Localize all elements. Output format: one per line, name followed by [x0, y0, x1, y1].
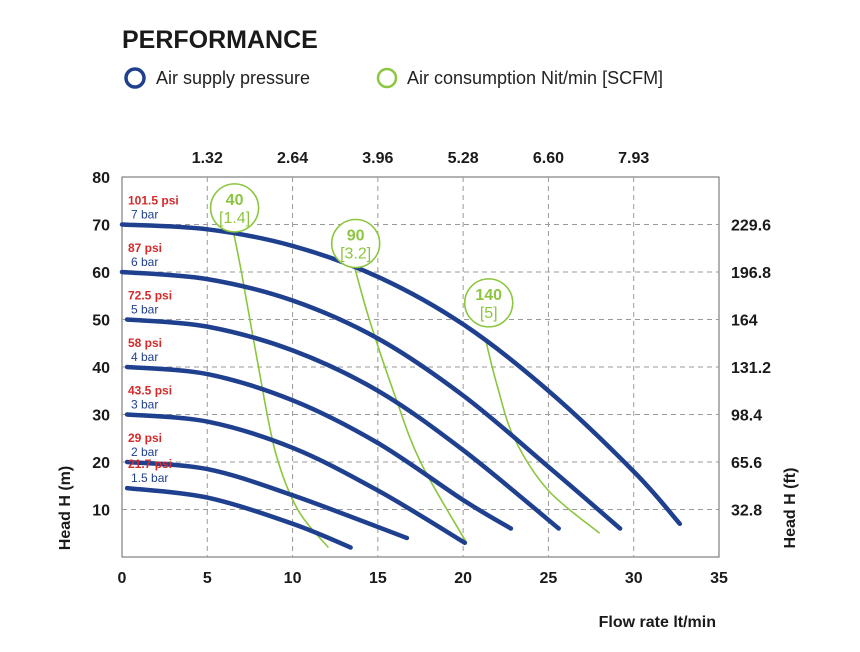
legend-consumption-label: Air consumption Nit/min [SCFM] [407, 68, 663, 88]
pressure-curves [119, 222, 683, 550]
y-tick-label: 70 [92, 218, 110, 235]
y-axis-ticks: 10 20 30 40 50 60 70 80 [92, 170, 110, 520]
air-consumption-labels: 40[1.4] 90[3.2] 140[5] [209, 183, 514, 328]
air-consumption-bubble [330, 218, 381, 269]
y-tick-label: 40 [92, 360, 110, 377]
x-axis-ticks: 0 5 10 15 20 25 30 35 [118, 570, 728, 587]
y-tick-label: 80 [92, 170, 110, 187]
top-tick-label: 5.28 [448, 150, 479, 167]
air-consumption-scfm: [1.4] [219, 210, 250, 227]
right-tick-label: 196.8 [731, 265, 771, 282]
top-axis-ticks: 1.32 2.64 3.96 5.28 6.60 7.93 [192, 150, 650, 167]
right-tick-label: 32.8 [731, 503, 762, 520]
air-consumption-line-40 [232, 229, 330, 549]
top-tick-label: 1.32 [192, 150, 223, 167]
y-axis-title: Head H (m) [57, 466, 74, 550]
air-consumption-value: 140 [475, 287, 502, 304]
x-tick-label: 35 [710, 570, 728, 587]
air-consumption-bubble [209, 183, 260, 233]
x-axis-title: Flow rate lt/min [599, 614, 716, 631]
pressure-bar-label: 4 bar [131, 350, 158, 364]
legend-pressure-label: Air supply pressure [156, 68, 310, 88]
pressure-psi-label: 43.5 psi [128, 384, 172, 398]
x-tick-label: 25 [540, 570, 558, 587]
right-tick-label: 131.2 [731, 360, 771, 377]
pressure-curve-6-bar [119, 269, 623, 531]
x-tick-label: 20 [454, 570, 472, 587]
chart-title: PERFORMANCE [122, 26, 318, 54]
pressure-bar-label: 3 bar [131, 398, 158, 412]
pressure-curve-7-bar [119, 222, 683, 527]
air-consumption-bubble [463, 278, 514, 328]
pressure-bar-label: 1.5 bar [131, 471, 168, 485]
top-tick-label: 3.96 [362, 150, 393, 167]
x-tick-label: 10 [284, 570, 302, 587]
top-tick-label: 2.64 [277, 150, 308, 167]
legend-consumption-marker [376, 67, 398, 89]
x-tick-label: 15 [369, 570, 387, 587]
air-consumption-value: 40 [226, 192, 244, 209]
air-consumption-scfm: [5] [480, 305, 498, 322]
pressure-bar-label: 5 bar [131, 303, 158, 317]
pressure-psi-label: 72.5 psi [128, 289, 172, 303]
y2-axis-title: Head H (ft) [782, 468, 799, 549]
y-tick-label: 30 [92, 408, 110, 425]
pressure-curve-5-bar [124, 317, 561, 531]
right-tick-label: 229.6 [731, 218, 771, 235]
right-tick-label: 98.4 [731, 408, 762, 425]
legend-pressure-marker [124, 67, 146, 89]
pressure-psi-label: 29 psi [128, 431, 162, 445]
pressure-psi-label: 21.7 psi [128, 457, 172, 471]
y-tick-label: 50 [92, 313, 110, 330]
legend: Air supply pressure Air consumption Nit/… [124, 67, 663, 89]
pressure-bar-label: 6 bar [131, 255, 158, 269]
air-consumption-scfm: [3.2] [340, 246, 371, 263]
right-tick-label: 65.6 [731, 455, 762, 472]
y-tick-label: 10 [92, 503, 110, 520]
x-tick-label: 30 [625, 570, 643, 587]
y-tick-label: 60 [92, 265, 110, 282]
pressure-curve-4-bar [124, 364, 514, 531]
x-tick-label: 0 [118, 570, 127, 587]
top-tick-label: 6.60 [533, 150, 564, 167]
top-tick-label: 7.93 [618, 150, 649, 167]
air-consumption-line-90 [353, 264, 468, 544]
right-axis-ticks: 32.8 65.6 98.4 131.2 164 196.8 229.6 [731, 218, 771, 520]
pressure-curve-3-bar [124, 412, 468, 546]
x-tick-label: 5 [203, 570, 212, 587]
right-tick-label: 164 [731, 313, 758, 330]
pressure-curve-1-5-bar [124, 485, 353, 550]
y-tick-label: 20 [92, 455, 110, 472]
pressure-psi-label: 87 psi [128, 241, 162, 255]
pressure-psi-label: 58 psi [128, 336, 162, 350]
air-consumption-line-140 [484, 338, 601, 534]
pressure-curve-2-bar [124, 459, 410, 541]
pressure-bar-label: 2 bar [131, 445, 158, 459]
pressure-bar-label: 7 bar [131, 208, 158, 222]
air-consumption-value: 90 [347, 228, 365, 245]
pressure-psi-label: 101.5 psi [128, 194, 179, 208]
